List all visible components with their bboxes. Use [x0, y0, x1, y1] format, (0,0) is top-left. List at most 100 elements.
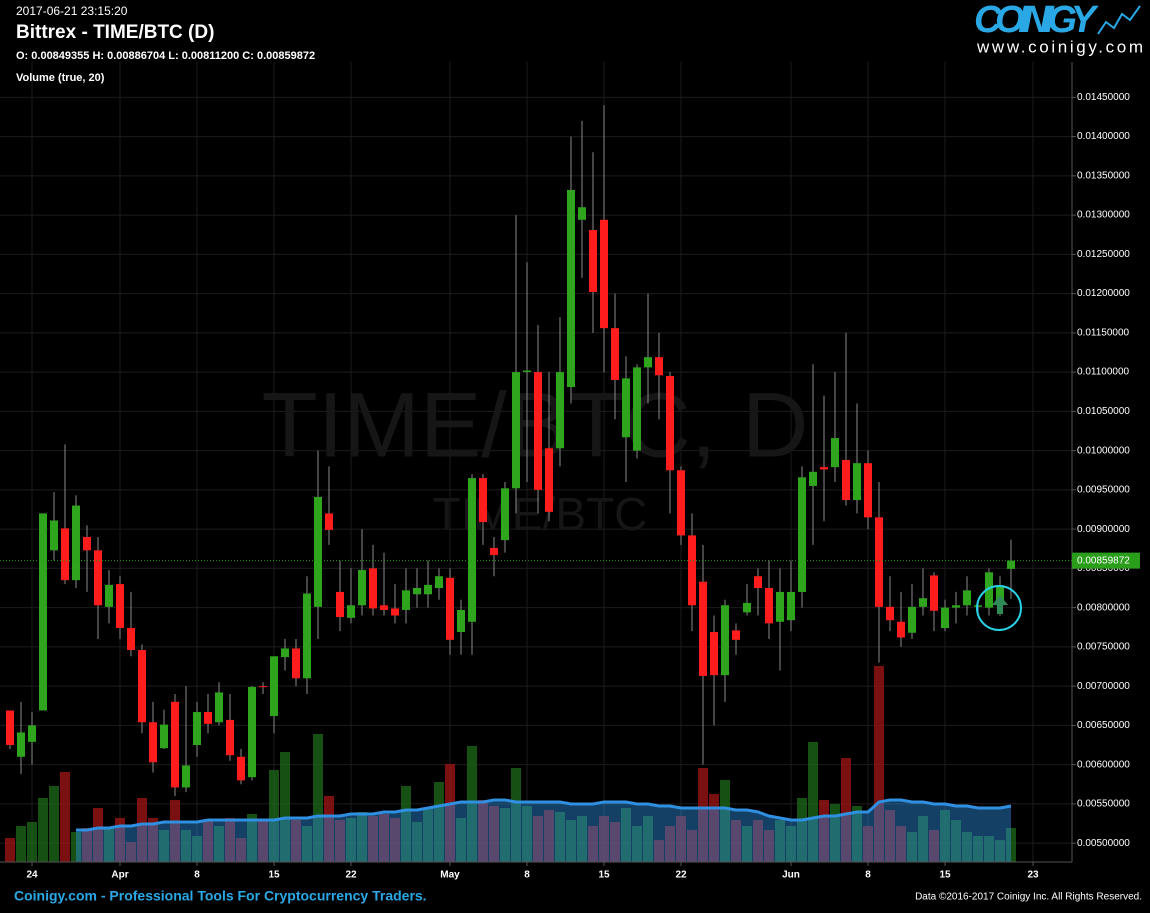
candle-body	[413, 588, 421, 595]
candle-body	[523, 370, 531, 373]
x-tick-label: 15	[268, 870, 280, 881]
volume-bar	[302, 826, 312, 862]
volume-label: Volume (true, 20)	[16, 72, 105, 84]
candle-body	[435, 576, 443, 589]
volume-bar	[731, 820, 741, 862]
candle-body	[897, 621, 905, 638]
candle-body	[215, 692, 223, 723]
candle-body	[490, 547, 498, 556]
volume-bar	[159, 830, 169, 862]
volume-bar	[489, 806, 499, 862]
y-tick-label: 0.01250000	[1077, 249, 1130, 260]
volume-bar	[434, 782, 444, 862]
volume-bar	[324, 796, 334, 862]
volume-bar	[929, 830, 939, 862]
x-tick-label: 24	[26, 870, 38, 881]
volume-bar	[786, 826, 796, 862]
y-tick-label: 0.00550000	[1077, 799, 1130, 810]
candle-body	[303, 593, 311, 679]
candle-body	[347, 605, 355, 618]
candle-body	[479, 478, 487, 523]
volume-bar	[38, 798, 48, 862]
candle-body	[809, 471, 817, 486]
x-tick-label: 22	[345, 870, 357, 881]
volume-bar	[93, 808, 103, 862]
volume-bar	[863, 826, 873, 862]
candle-body	[732, 630, 740, 640]
y-tick-label: 0.00500000	[1077, 838, 1130, 849]
volume-bar	[313, 734, 323, 862]
volume-bar	[775, 820, 785, 862]
candle-body	[204, 712, 212, 724]
brand-url: www.coinigy.com	[976, 37, 1143, 56]
candle-body	[446, 577, 454, 640]
volume-bar	[357, 812, 367, 862]
volume-bar	[632, 826, 642, 862]
timestamp: 2017-06-21 23:15:20	[16, 4, 128, 18]
volume-bar	[258, 820, 268, 862]
candle-body	[457, 609, 465, 632]
candle-body	[765, 588, 773, 624]
candle-body	[105, 584, 113, 607]
volume-bar	[896, 826, 906, 862]
candle-body	[336, 591, 344, 618]
volume-bar	[687, 830, 697, 862]
watermark-sub: TIME/BTC	[433, 488, 648, 540]
volume-ma-line	[76, 798, 1012, 832]
y-tick-label: 0.00900000	[1077, 524, 1130, 535]
last-price-label: 0.00859872	[1077, 555, 1130, 566]
volume-bar	[676, 816, 686, 862]
volume-bar	[500, 808, 510, 862]
volume-bar	[192, 836, 202, 862]
y-tick-label: 0.00650000	[1077, 720, 1130, 731]
annotation-circle	[976, 585, 1022, 631]
candle-body	[182, 765, 190, 788]
volume-bar	[335, 820, 345, 862]
candle-body	[600, 219, 608, 329]
candle-body	[501, 488, 509, 541]
volume-bar	[588, 826, 598, 862]
x-tick-label: 15	[939, 870, 951, 881]
volume-bar	[412, 822, 422, 862]
volume-bar	[368, 816, 378, 862]
candle-body	[633, 367, 641, 451]
last-price-box	[1072, 552, 1140, 569]
candle-body	[226, 719, 234, 756]
volume-bar	[170, 800, 180, 862]
candle-body	[655, 357, 663, 376]
candle-body	[721, 605, 729, 676]
volume-bar	[698, 768, 708, 862]
volume-bar	[214, 826, 224, 862]
volume-bar	[269, 770, 279, 862]
x-tick-label: May	[440, 870, 460, 881]
volume-bar	[203, 820, 213, 862]
candle-body	[831, 438, 839, 468]
candle-body	[611, 328, 619, 380]
volume-bar	[973, 836, 983, 862]
candle-body	[567, 189, 575, 388]
ohlc-readout: O: 0.00849355 H: 0.00886704 L: 0.0081120…	[16, 50, 315, 62]
volume-ma-area	[76, 800, 1011, 862]
candle-body	[853, 463, 861, 501]
volume-bar	[830, 804, 840, 862]
candle-body	[39, 513, 47, 711]
volume-bar	[819, 800, 829, 862]
volume-bar	[918, 816, 928, 862]
x-tick-label: Jun	[782, 870, 800, 881]
volume-bar	[478, 800, 488, 862]
candle-body	[28, 725, 36, 742]
volume-bar	[511, 768, 521, 862]
volume-bar	[962, 832, 972, 862]
candle-body	[578, 207, 586, 220]
volume-bar	[456, 818, 466, 862]
volume-bar	[60, 772, 70, 862]
candle-body	[512, 372, 520, 489]
candle-body	[622, 378, 630, 438]
footer-tagline: Coinigy.com - Professional Tools For Cry…	[14, 888, 427, 904]
candle-body	[314, 496, 322, 607]
candle-body	[754, 576, 762, 589]
volume-bar	[610, 822, 620, 862]
candle-body	[193, 712, 201, 746]
y-tick-label: 0.01450000	[1077, 92, 1130, 103]
candle-body	[171, 701, 179, 788]
